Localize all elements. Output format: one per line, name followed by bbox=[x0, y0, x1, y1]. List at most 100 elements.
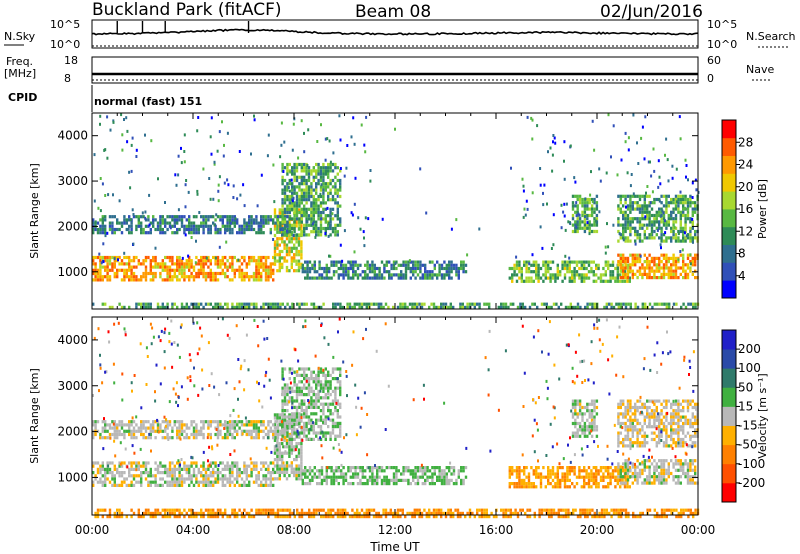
echo-cell bbox=[667, 204, 670, 208]
echo-cell bbox=[123, 471, 126, 475]
echo-cell bbox=[413, 302, 416, 306]
echo-cell bbox=[308, 472, 312, 476]
echo-cell bbox=[599, 273, 603, 277]
echo-cell bbox=[180, 302, 184, 306]
echo-cell bbox=[286, 207, 289, 211]
echo-cell bbox=[238, 271, 241, 276]
echo-cell bbox=[185, 179, 188, 182]
echo-cell bbox=[583, 229, 587, 234]
echo-cell bbox=[152, 426, 155, 430]
echo-cell bbox=[380, 469, 384, 473]
echo-cell bbox=[602, 472, 605, 476]
echo-cell bbox=[462, 478, 465, 482]
echo-cell bbox=[655, 197, 658, 202]
echo-cell bbox=[111, 471, 114, 475]
echo-cell bbox=[101, 227, 104, 232]
echo-cell bbox=[176, 426, 179, 430]
echo-cell bbox=[236, 268, 239, 272]
echo-cell bbox=[274, 429, 277, 433]
echo-cell bbox=[221, 259, 224, 263]
echo-cell bbox=[120, 420, 124, 424]
echo-cell bbox=[360, 305, 364, 309]
echo-cell bbox=[286, 169, 289, 173]
echo-cell bbox=[288, 189, 291, 193]
echo-cell bbox=[523, 207, 526, 211]
echo-cell bbox=[297, 253, 301, 257]
echo-cell bbox=[255, 467, 258, 471]
echo-cell bbox=[120, 426, 124, 430]
echo-cell bbox=[371, 466, 374, 470]
echo-cell bbox=[288, 413, 291, 417]
echo-cell bbox=[319, 194, 323, 199]
echo-cell bbox=[209, 268, 212, 272]
echo-cell bbox=[129, 218, 132, 222]
echo-cell bbox=[636, 269, 639, 273]
echo-cell bbox=[283, 185, 287, 189]
echo-cell bbox=[303, 194, 306, 199]
echo-cell bbox=[551, 169, 554, 173]
echo-cell bbox=[108, 426, 112, 430]
echo-cell bbox=[243, 259, 246, 263]
echo-cell bbox=[149, 467, 152, 471]
echo-cell bbox=[574, 204, 577, 208]
echo-cell bbox=[305, 373, 308, 377]
echo-cell bbox=[588, 207, 591, 211]
echo-cell bbox=[648, 220, 651, 224]
echo-cell bbox=[365, 115, 368, 119]
echo-cell bbox=[140, 224, 143, 228]
echo-cell bbox=[283, 259, 286, 263]
echo-cell bbox=[216, 429, 220, 433]
echo-cell bbox=[303, 214, 306, 218]
echo-cell bbox=[301, 270, 304, 274]
echo-cell bbox=[137, 262, 140, 266]
echo-cell bbox=[395, 475, 398, 479]
echo-cell bbox=[641, 210, 644, 214]
echo-cell bbox=[414, 263, 417, 267]
echo-cell bbox=[563, 485, 567, 489]
echo-cell bbox=[337, 469, 340, 473]
echo-cell bbox=[307, 415, 311, 419]
echo-cell bbox=[147, 271, 150, 276]
echo-cell bbox=[624, 201, 627, 205]
echo-cell bbox=[595, 219, 597, 223]
echo-cell bbox=[315, 305, 318, 309]
echo-cell bbox=[324, 434, 327, 438]
echo-cell bbox=[238, 227, 241, 232]
echo-cell bbox=[428, 276, 432, 280]
echo-cell bbox=[544, 475, 547, 479]
echo-cell bbox=[656, 228, 659, 232]
echo-cell bbox=[622, 217, 625, 221]
echo-cell bbox=[262, 218, 265, 222]
echo-cell bbox=[619, 253, 622, 257]
echo-cell bbox=[283, 421, 287, 425]
echo-cell bbox=[305, 409, 308, 413]
echo-cell bbox=[273, 458, 277, 462]
echo-cell bbox=[307, 172, 311, 176]
echo-cell bbox=[278, 230, 281, 234]
echo-cell bbox=[286, 429, 289, 433]
echo-cell bbox=[609, 279, 612, 283]
echo-cell bbox=[190, 423, 193, 427]
echo-cell bbox=[315, 210, 318, 215]
echo-cell bbox=[310, 217, 313, 221]
echo-cell bbox=[576, 434, 579, 438]
echo-cell bbox=[689, 266, 692, 270]
echo-cell bbox=[408, 259, 411, 263]
echo-cell bbox=[623, 475, 627, 479]
echo-cell bbox=[273, 464, 277, 468]
echo-cell bbox=[106, 115, 109, 119]
echo-cell bbox=[305, 302, 308, 306]
echo-cell bbox=[173, 464, 176, 468]
echo-cell bbox=[273, 477, 277, 481]
echo-cell bbox=[305, 169, 308, 173]
echo-cell bbox=[636, 229, 639, 234]
echo-cell bbox=[532, 482, 535, 486]
echo-cell bbox=[232, 184, 235, 188]
echo-cell bbox=[255, 302, 258, 306]
echo-cell bbox=[207, 227, 210, 232]
echo-cell bbox=[273, 249, 277, 254]
echo-cell bbox=[587, 482, 591, 486]
echo-cell bbox=[250, 429, 253, 433]
echo-cell bbox=[336, 194, 339, 198]
echo-cell bbox=[515, 482, 519, 486]
